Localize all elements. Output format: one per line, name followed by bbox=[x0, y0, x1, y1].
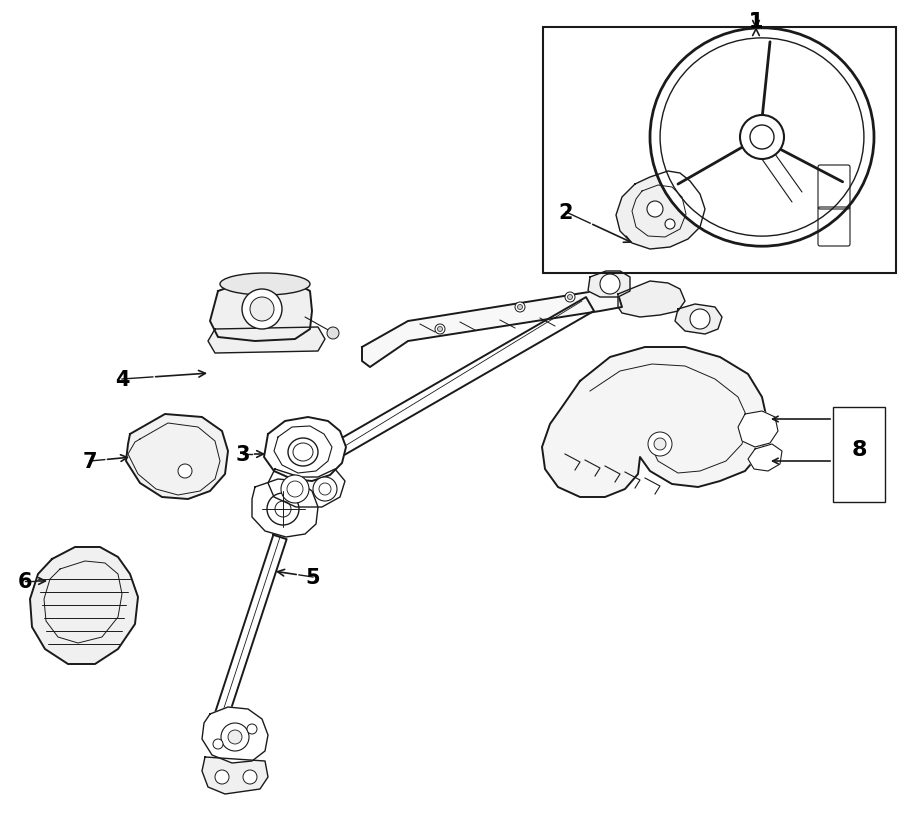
Ellipse shape bbox=[293, 444, 313, 461]
Circle shape bbox=[568, 295, 572, 300]
Circle shape bbox=[515, 303, 525, 313]
Ellipse shape bbox=[288, 439, 318, 466]
Circle shape bbox=[647, 202, 663, 218]
Circle shape bbox=[267, 493, 299, 525]
Circle shape bbox=[565, 292, 575, 303]
Circle shape bbox=[228, 730, 242, 744]
Circle shape bbox=[319, 484, 331, 495]
Polygon shape bbox=[618, 282, 685, 318]
Circle shape bbox=[178, 465, 192, 479]
Polygon shape bbox=[738, 412, 778, 447]
Ellipse shape bbox=[220, 274, 310, 296]
Circle shape bbox=[740, 116, 784, 160]
Polygon shape bbox=[362, 291, 622, 368]
Polygon shape bbox=[126, 415, 228, 499]
Polygon shape bbox=[264, 417, 346, 481]
Text: 4: 4 bbox=[115, 369, 130, 389]
Circle shape bbox=[690, 310, 710, 330]
Circle shape bbox=[215, 770, 229, 784]
Polygon shape bbox=[675, 305, 722, 335]
Polygon shape bbox=[542, 348, 768, 498]
Text: 3: 3 bbox=[236, 445, 250, 465]
Circle shape bbox=[750, 126, 774, 150]
Text: 1: 1 bbox=[749, 12, 763, 32]
Polygon shape bbox=[202, 757, 268, 794]
Text: 2: 2 bbox=[559, 203, 573, 223]
Circle shape bbox=[281, 475, 309, 503]
Circle shape bbox=[313, 478, 337, 502]
Polygon shape bbox=[252, 479, 318, 537]
Circle shape bbox=[435, 325, 445, 335]
Polygon shape bbox=[748, 445, 782, 471]
Circle shape bbox=[654, 439, 666, 450]
Text: 7: 7 bbox=[83, 451, 97, 471]
Circle shape bbox=[600, 275, 620, 295]
Circle shape bbox=[287, 481, 303, 498]
Circle shape bbox=[243, 770, 257, 784]
Polygon shape bbox=[268, 469, 345, 508]
Polygon shape bbox=[215, 535, 287, 716]
Circle shape bbox=[247, 724, 257, 734]
Polygon shape bbox=[202, 707, 268, 763]
Bar bbox=[833, 407, 885, 503]
Circle shape bbox=[437, 327, 443, 332]
Text: 8: 8 bbox=[851, 440, 867, 460]
Polygon shape bbox=[588, 272, 630, 297]
Circle shape bbox=[518, 306, 523, 310]
Text: 6: 6 bbox=[18, 571, 32, 591]
Text: 5: 5 bbox=[306, 567, 320, 587]
Polygon shape bbox=[208, 328, 325, 354]
Circle shape bbox=[221, 723, 249, 751]
Polygon shape bbox=[30, 547, 138, 664]
Circle shape bbox=[242, 290, 282, 330]
Ellipse shape bbox=[650, 29, 874, 247]
Circle shape bbox=[665, 219, 675, 229]
Text: 1: 1 bbox=[749, 12, 763, 32]
Ellipse shape bbox=[660, 39, 864, 237]
Polygon shape bbox=[616, 171, 705, 250]
Circle shape bbox=[250, 297, 274, 321]
Circle shape bbox=[327, 328, 339, 339]
Circle shape bbox=[648, 432, 672, 456]
Circle shape bbox=[213, 739, 223, 749]
Polygon shape bbox=[210, 280, 312, 342]
Circle shape bbox=[275, 502, 291, 518]
Polygon shape bbox=[326, 298, 594, 461]
Bar bbox=[543, 28, 896, 274]
